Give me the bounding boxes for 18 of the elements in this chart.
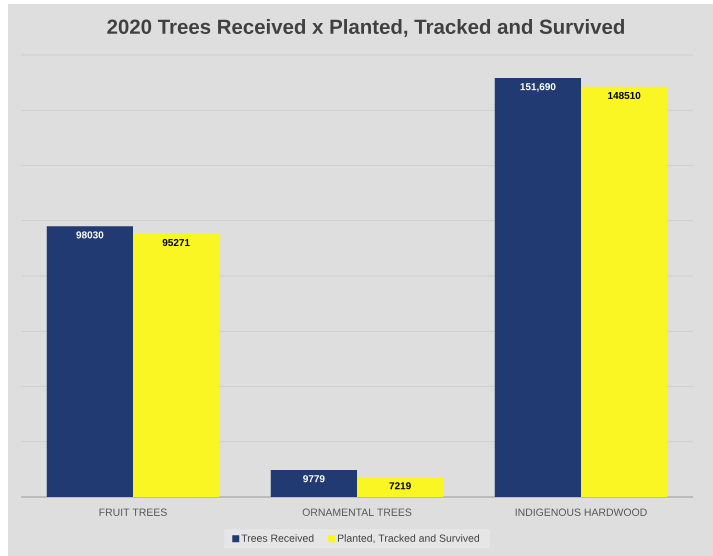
x-tick-label: INDIGENOUS HARDWOOD xyxy=(516,508,647,516)
bar xyxy=(133,234,220,497)
data-label: 148510 xyxy=(608,92,640,99)
data-label: 7219 xyxy=(389,482,411,490)
data-label: 95271 xyxy=(162,239,190,246)
data-label: 9779 xyxy=(303,475,325,482)
chart-title: 2020 Trees Received x Planted, Tracked and Survived xyxy=(107,19,624,37)
bar xyxy=(494,78,582,497)
legend-label: Planted, Tracked and Survived xyxy=(338,534,480,544)
bar xyxy=(46,226,133,497)
data-label: 98030 xyxy=(76,231,104,238)
legend-label: Trees Received xyxy=(241,534,314,542)
bar xyxy=(581,86,668,497)
bar xyxy=(357,477,444,497)
bar xyxy=(270,470,358,497)
data-label: 151,690 xyxy=(520,83,556,92)
x-tick-label: FRUIT TREES xyxy=(100,508,167,516)
x-tick-label: ORNAMENTAL TREES xyxy=(302,508,412,516)
